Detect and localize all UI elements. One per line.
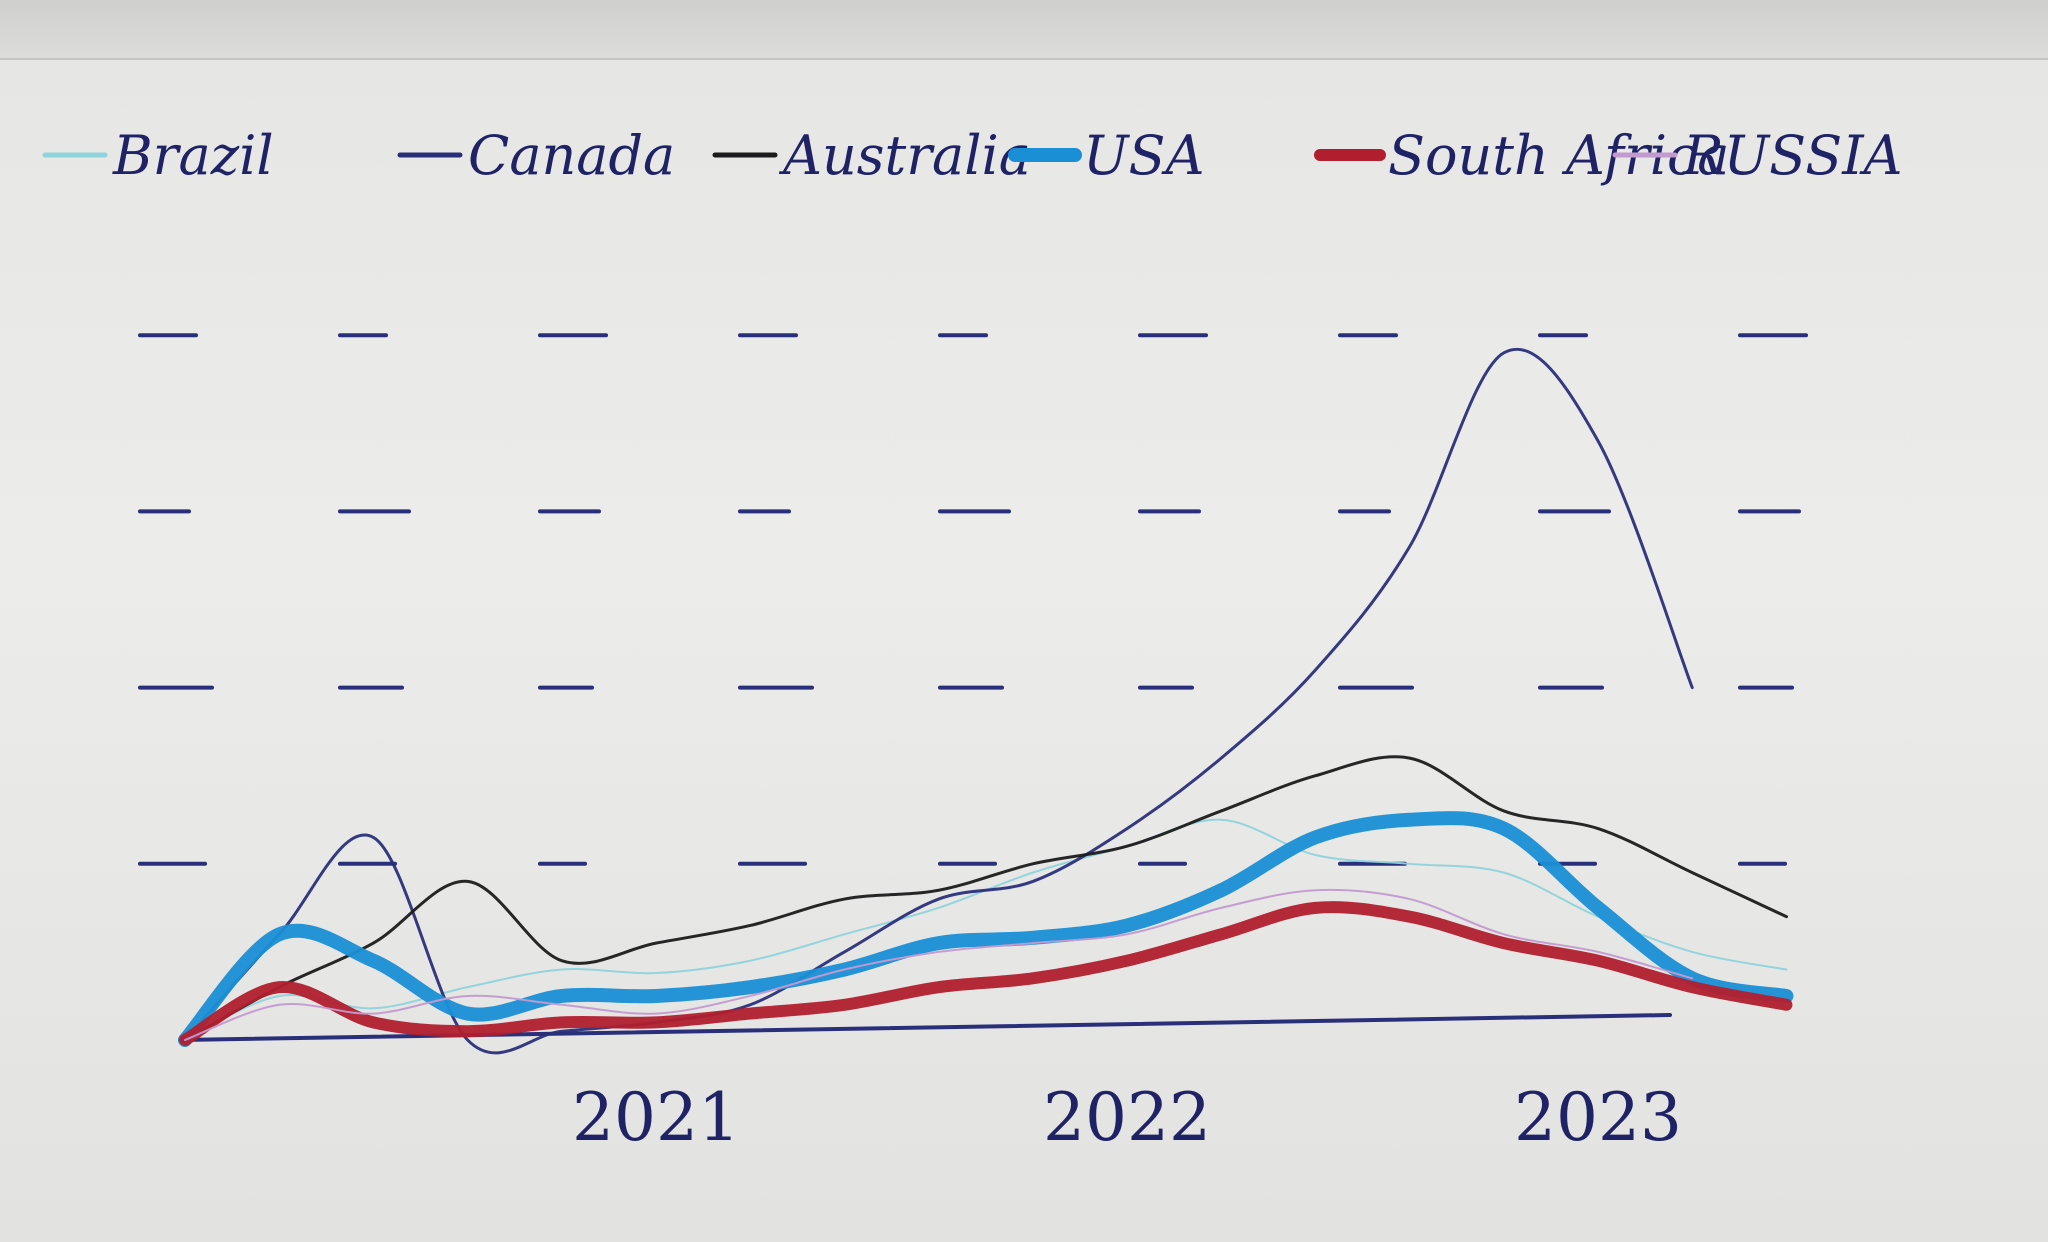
paper-top-edge — [0, 0, 2048, 60]
legend-label: USA — [1083, 124, 1205, 187]
legend-label: RUSSIA — [1682, 124, 1903, 187]
legend-label: Canada — [468, 124, 675, 187]
x-tick-label: 2021 — [572, 1079, 740, 1156]
series-lines — [178, 347, 1794, 1055]
dashed-gridlines — [138, 333, 1808, 866]
x-tick-labels: 2021 2022 2023 — [572, 1079, 1682, 1156]
series-line-australia — [183, 755, 1788, 1042]
x-tick-label: 2023 — [1514, 1079, 1682, 1156]
series-line-usa — [178, 811, 1794, 1047]
legend-label: South Africa — [1388, 124, 1729, 187]
series-line-brazil — [184, 818, 1788, 1041]
x-tick-label: 2022 — [1043, 1079, 1211, 1156]
series-line-south-africa — [179, 901, 1793, 1046]
legend-label: Brazil — [112, 124, 274, 187]
series-line-canada — [183, 347, 1694, 1055]
legend: Brazil Canada Australia USA South AfricaRUSS… — [42, 124, 1903, 187]
legend-label: Australia — [778, 124, 1031, 187]
series-line-russia — [184, 888, 1694, 1041]
